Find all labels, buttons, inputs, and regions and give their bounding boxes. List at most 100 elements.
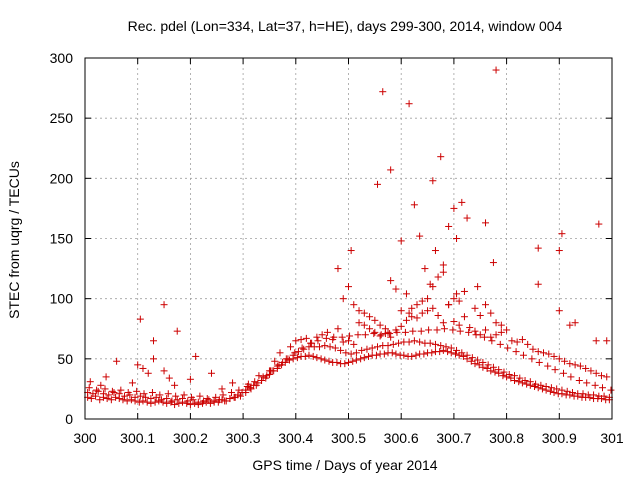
data-point xyxy=(583,379,591,387)
data-point xyxy=(476,312,484,320)
data-point xyxy=(350,340,358,348)
data-point xyxy=(437,153,445,161)
data-point xyxy=(142,393,150,401)
data-point xyxy=(186,401,194,409)
data-point xyxy=(178,395,186,403)
data-point xyxy=(360,354,368,362)
data-point xyxy=(460,313,468,321)
data-point xyxy=(492,66,500,74)
data-point xyxy=(215,396,223,404)
data-point xyxy=(535,358,543,366)
data-point xyxy=(354,331,362,339)
data-point xyxy=(387,166,395,174)
data-point xyxy=(325,357,333,365)
data-point xyxy=(576,362,584,370)
data-point xyxy=(471,304,479,312)
data-point xyxy=(555,307,563,315)
data-point xyxy=(458,349,466,357)
data-point xyxy=(203,395,211,403)
data-point xyxy=(447,344,455,352)
data-point xyxy=(163,395,171,403)
data-point xyxy=(148,389,156,397)
data-point xyxy=(595,220,603,228)
data-point xyxy=(408,304,416,312)
data-point xyxy=(150,355,158,363)
data-point xyxy=(110,389,118,397)
data-point xyxy=(140,390,148,398)
data-point xyxy=(587,367,595,375)
data-point xyxy=(156,391,164,399)
data-point xyxy=(377,331,385,339)
data-point xyxy=(333,358,341,366)
data-point xyxy=(410,201,418,209)
data-point xyxy=(136,315,144,323)
data-point xyxy=(482,219,490,227)
data-point xyxy=(292,337,300,345)
data-point xyxy=(417,327,425,335)
data-point xyxy=(400,351,408,359)
data-point xyxy=(231,393,239,401)
data-point xyxy=(482,301,490,309)
data-point xyxy=(424,295,432,303)
data-point xyxy=(511,372,519,380)
data-point xyxy=(265,367,273,375)
data-point xyxy=(373,343,381,351)
y-tick-label: 150 xyxy=(50,231,74,247)
data-point xyxy=(507,374,515,382)
data-point xyxy=(512,348,520,356)
data-point xyxy=(450,295,458,303)
data-point xyxy=(115,390,123,398)
data-point xyxy=(152,393,160,401)
data-point xyxy=(392,350,400,358)
data-point xyxy=(93,386,101,394)
data-point xyxy=(305,351,313,359)
data-point xyxy=(139,364,147,372)
data-point xyxy=(372,351,380,359)
data-point xyxy=(191,399,199,407)
data-point xyxy=(550,389,558,397)
data-point xyxy=(392,326,400,334)
data-point xyxy=(483,364,491,372)
data-point xyxy=(271,357,279,365)
data-point xyxy=(387,333,395,341)
data-point xyxy=(147,395,155,403)
data-point xyxy=(358,346,366,354)
data-point xyxy=(134,361,142,369)
data-point xyxy=(89,390,97,398)
data-point xyxy=(339,338,347,346)
data-point xyxy=(538,385,546,393)
data-point xyxy=(218,385,226,393)
data-point xyxy=(337,346,345,354)
y-tick-label: 100 xyxy=(50,291,74,307)
data-point xyxy=(127,396,135,404)
data-point xyxy=(539,349,547,357)
data-point xyxy=(416,232,424,240)
x-axis-label: GPS time / Days of year 2014 xyxy=(252,457,437,473)
data-point xyxy=(366,313,374,321)
data-point xyxy=(235,386,243,394)
data-point xyxy=(503,326,511,334)
data-point xyxy=(468,354,476,362)
data-point xyxy=(119,396,127,404)
data-point xyxy=(524,340,532,348)
data-point xyxy=(450,204,458,212)
data-point xyxy=(133,387,141,395)
data-point xyxy=(487,309,495,317)
data-point xyxy=(291,349,299,357)
data-point xyxy=(431,340,439,348)
data-point xyxy=(408,313,416,321)
data-point xyxy=(561,357,569,365)
data-point xyxy=(108,387,116,395)
data-point xyxy=(555,247,563,255)
data-point xyxy=(479,358,487,366)
data-point xyxy=(405,309,413,317)
data-point xyxy=(301,352,309,360)
data-point xyxy=(247,385,255,393)
data-point xyxy=(567,373,575,381)
data-point xyxy=(526,378,534,386)
data-point xyxy=(458,198,466,206)
data-point xyxy=(255,372,263,380)
data-point xyxy=(180,391,188,399)
data-point xyxy=(94,387,102,395)
